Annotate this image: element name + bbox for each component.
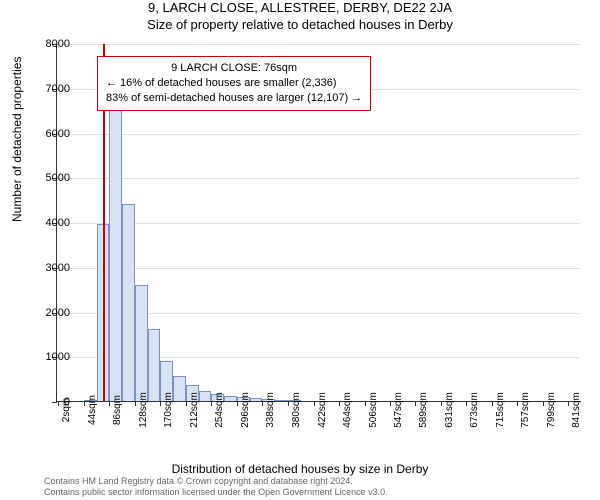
y-tick-label: 6000 — [30, 128, 70, 140]
x-tick-mark — [135, 401, 136, 406]
histogram-bar — [109, 101, 122, 401]
y-tick-label: 1000 — [30, 351, 70, 363]
info-box: 9 LARCH CLOSE: 76sqm← 16% of detached ho… — [97, 56, 371, 111]
histogram-bar — [173, 376, 186, 401]
x-tick-mark — [109, 401, 110, 406]
grid-line — [57, 44, 580, 45]
x-tick-label: 212sqm — [189, 392, 200, 428]
x-tick-label: 589sqm — [418, 392, 429, 428]
x-tick-mark — [568, 401, 569, 406]
histogram-bar — [275, 400, 288, 401]
x-tick-mark — [466, 401, 467, 406]
histogram-bar — [199, 391, 212, 401]
footer-line-2: Contains public sector information licen… — [44, 487, 388, 498]
x-tick-mark — [390, 401, 391, 406]
x-tick-label: 254sqm — [214, 392, 225, 428]
x-tick-mark — [262, 401, 263, 406]
x-tick-label: 128sqm — [138, 392, 149, 428]
x-tick-mark — [186, 401, 187, 406]
x-tick-label: 799sqm — [546, 392, 557, 428]
x-tick-mark — [517, 401, 518, 406]
x-tick-label: 715sqm — [495, 392, 506, 428]
y-tick-label: 4000 — [30, 217, 70, 229]
x-tick-mark — [415, 401, 416, 406]
x-tick-mark — [543, 401, 544, 406]
chart-subtitle: Size of property relative to detached ho… — [0, 17, 600, 32]
y-axis-title: Number of detached properties — [10, 57, 24, 222]
info-box-line: 83% of semi-detached houses are larger (… — [106, 91, 362, 106]
footer-line-1: Contains HM Land Registry data © Crown c… — [44, 476, 388, 487]
x-tick-mark — [365, 401, 366, 406]
x-tick-mark — [339, 401, 340, 406]
x-tick-mark — [314, 401, 315, 406]
histogram-bar — [250, 398, 263, 401]
y-tick-label: 7000 — [30, 83, 70, 95]
footer-attribution: Contains HM Land Registry data © Crown c… — [44, 476, 388, 498]
x-tick-mark — [160, 401, 161, 406]
x-tick-label: 464sqm — [342, 392, 353, 428]
chart-title: 9, LARCH CLOSE, ALLESTREE, DERBY, DE22 2… — [0, 0, 600, 15]
x-tick-label: 170sqm — [163, 392, 174, 428]
info-box-line: 9 LARCH CLOSE: 76sqm — [106, 61, 362, 76]
x-tick-mark — [84, 401, 85, 406]
chart-area: 9 LARCH CLOSE: 76sqm← 16% of detached ho… — [56, 44, 580, 402]
x-tick-label: 2sqm — [61, 398, 72, 422]
x-tick-label: 757sqm — [520, 392, 531, 428]
histogram-bar — [148, 329, 161, 401]
x-tick-label: 506sqm — [368, 392, 379, 428]
y-tick-label: 3000 — [30, 262, 70, 274]
x-axis-title: Distribution of detached houses by size … — [0, 462, 600, 476]
x-tick-label: 547sqm — [393, 392, 404, 428]
x-tick-label: 86sqm — [112, 395, 123, 425]
histogram-bar — [122, 204, 135, 401]
x-tick-mark — [211, 401, 212, 406]
grid-line — [57, 268, 580, 269]
x-tick-label: 841sqm — [571, 392, 582, 428]
x-tick-label: 631sqm — [444, 392, 455, 428]
grid-line — [57, 178, 580, 179]
x-tick-mark — [288, 401, 289, 406]
x-tick-label: 44sqm — [87, 395, 98, 425]
info-box-line: ← 16% of detached houses are smaller (2,… — [106, 76, 362, 91]
x-tick-label: 673sqm — [469, 392, 480, 428]
histogram-bar — [135, 285, 148, 401]
grid-line — [57, 223, 580, 224]
x-tick-mark — [237, 401, 238, 406]
y-tick-label: 2000 — [30, 307, 70, 319]
plot-region: 9 LARCH CLOSE: 76sqm← 16% of detached ho… — [56, 44, 580, 402]
x-tick-label: 380sqm — [291, 392, 302, 428]
grid-line — [57, 134, 580, 135]
y-tick-label: 8000 — [30, 38, 70, 50]
x-tick-mark — [441, 401, 442, 406]
x-tick-mark — [492, 401, 493, 406]
histogram-bar — [224, 396, 237, 401]
x-tick-label: 338sqm — [265, 392, 276, 428]
x-tick-label: 422sqm — [317, 392, 328, 428]
x-tick-label: 296sqm — [240, 392, 251, 428]
y-tick-label: 5000 — [30, 172, 70, 184]
